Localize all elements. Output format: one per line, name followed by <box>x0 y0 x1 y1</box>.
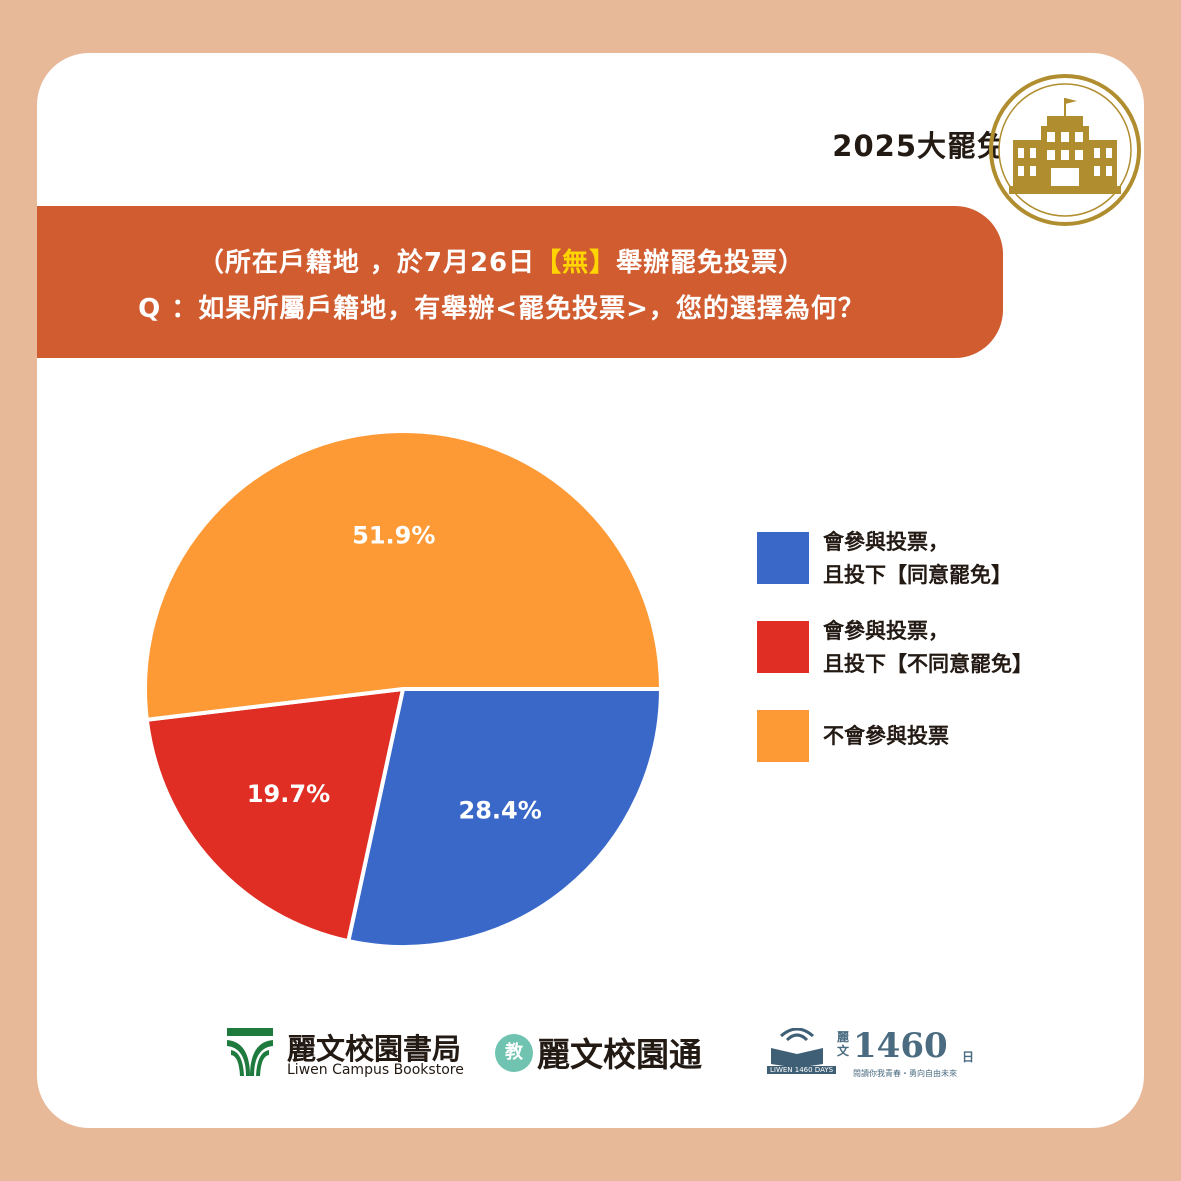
legend-label-line2: 且投下【不同意罷免】 <box>823 652 1033 676</box>
logo3-day: 日 <box>962 1050 975 1064</box>
logo3-slogan: 閱讀你我青春・勇向自由未來 <box>853 1069 957 1078</box>
banner-subtitle: （所在戶籍地 ，於7月26日【無】舉辦罷免投票） <box>37 242 1003 279</box>
page-title: 2025大罷免 <box>832 129 1007 163</box>
building-emblem-icon <box>989 74 1141 226</box>
banner-subtitle-pre: （所在戶籍地 ，於7月26日 <box>197 248 536 278</box>
liwen-bookstore-logo: 麗文校園書局 Liwen Campus Bookstore <box>227 1028 477 1080</box>
footer-logos: 麗文校園書局 Liwen Campus Bookstore 教 麗文校園通 LI… <box>227 1026 987 1088</box>
legend-label: 會參與投票， 且投下【不同意罷免】 <box>823 615 1123 681</box>
legend-label-line1: 不會參與投票 <box>823 724 949 748</box>
bookstore-tree-icon <box>227 1028 273 1076</box>
logo3-brand: 麗文 <box>837 1030 850 1058</box>
bookstore-subtitle: Liwen Campus Bookstore <box>287 1062 464 1078</box>
legend-label: 會參與投票， 且投下【同意罷免】 <box>823 526 1123 592</box>
bookstore-name: 麗文校園書局 <box>287 1032 462 1066</box>
question-banner: （所在戶籍地 ，於7月26日【無】舉辦罷免投票） Q ：如果所屬戶籍地，有舉辦<… <box>37 206 1003 358</box>
legend-swatch <box>757 532 809 584</box>
liwen-1460-logo: LIWEN 1460 DAYS 麗文 1460 日 閱讀你我青春・勇向自由未來 <box>767 1026 987 1080</box>
legend-label-line2: 且投下【同意罷免】 <box>823 563 1012 587</box>
banner-highlight: 【無】 <box>535 248 617 278</box>
data-label-agree: 28.4% <box>459 797 542 825</box>
logo3-mini-text: LIWEN 1460 DAYS <box>767 1066 837 1074</box>
pie-chart: 28.4% 19.7% 51.9% <box>143 429 663 949</box>
banner-subtitle-post: 舉辦罷免投票） <box>616 248 806 278</box>
legend-label: 不會參與投票 <box>823 720 1123 753</box>
legend-swatch <box>757 710 809 762</box>
legend-label-line1: 會參與投票， <box>823 530 949 554</box>
data-label-disagree: 19.7% <box>247 780 330 808</box>
legend-swatch <box>757 621 809 673</box>
slice-not-vote <box>143 429 663 722</box>
open-book-icon <box>771 1028 823 1068</box>
legend-label-line1: 會參與投票， <box>823 619 949 643</box>
slice-disagree <box>144 687 405 944</box>
slice-agree <box>346 687 663 949</box>
campus-name: 麗文校園通 <box>537 1035 702 1074</box>
logo3-number: 1460 <box>853 1026 948 1066</box>
campus-badge-icon: 教 <box>495 1034 533 1072</box>
main-card: 2025大罷免 （所在戶籍地 ，於7月26日【無】舉辦罷免投票） Q ：如果所屬… <box>37 53 1144 1128</box>
banner-question: Q ：如果所屬戶籍地，有舉辦<罷免投票>，您的選擇為何？ <box>138 294 865 324</box>
data-label-not-vote: 51.9% <box>352 521 435 549</box>
